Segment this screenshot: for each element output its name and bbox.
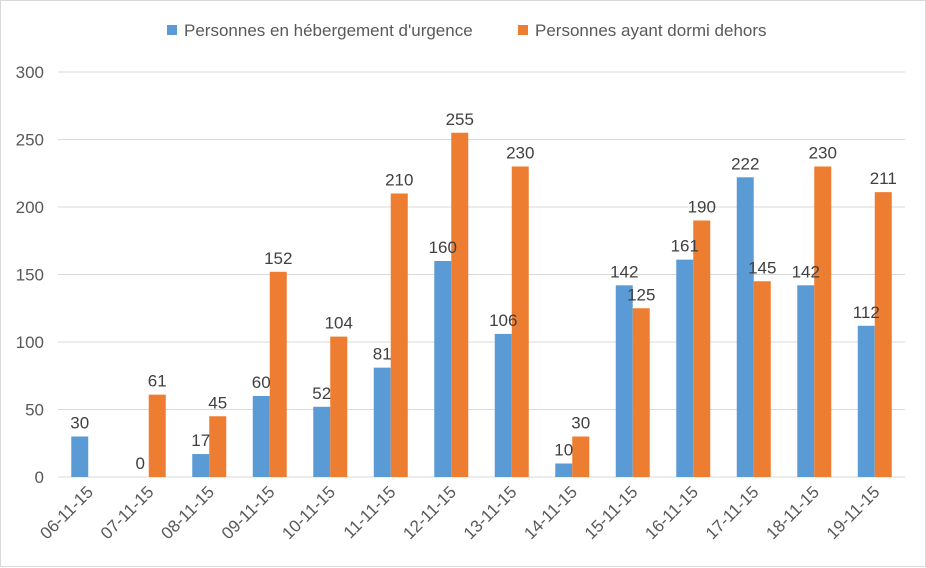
- x-tick-label: 14-11-15: [520, 482, 581, 543]
- y-tick-label: 200: [16, 198, 44, 217]
- data-label: 230: [506, 144, 534, 163]
- legend-label-hebergement: Personnes en hébergement d'urgence: [184, 21, 473, 40]
- legend: Personnes en hébergement d'urgence Perso…: [167, 21, 767, 40]
- bar: [192, 454, 210, 477]
- bar: [313, 406, 331, 477]
- data-label: 60: [252, 373, 271, 392]
- x-tick-label: 08-11-15: [157, 482, 218, 543]
- bar: [209, 416, 227, 477]
- bar: [494, 333, 512, 477]
- bar: [148, 394, 166, 477]
- data-label: 230: [809, 144, 837, 163]
- x-tick-label: 11-11-15: [340, 482, 400, 542]
- y-tick-label: 150: [16, 266, 44, 285]
- data-label: 30: [70, 414, 89, 433]
- data-label: 142: [610, 262, 638, 281]
- bar: [736, 177, 754, 478]
- data-label: 45: [208, 393, 227, 412]
- bar: [269, 271, 287, 477]
- y-tick-label: 100: [16, 333, 44, 352]
- bar: [857, 325, 875, 477]
- y-tick-label: 300: [16, 63, 44, 82]
- y-tick-label: 0: [35, 468, 44, 487]
- x-tick-label: 17-11-15: [702, 482, 763, 543]
- data-label: 0: [136, 454, 145, 473]
- x-tick-label: 09-11-15: [218, 482, 279, 543]
- legend-swatch-dehors: [518, 25, 528, 35]
- data-label: 210: [385, 171, 413, 190]
- x-tick-label: 16-11-15: [641, 482, 702, 543]
- bar: [693, 220, 711, 477]
- x-tick-label: 07-11-15: [97, 482, 158, 543]
- bar: [797, 285, 815, 477]
- bar: [632, 308, 650, 477]
- y-tick-label: 250: [16, 131, 44, 150]
- data-label: 211: [870, 169, 897, 188]
- data-label: 104: [325, 314, 353, 333]
- data-label: 190: [688, 198, 716, 217]
- data-label: 52: [312, 384, 331, 403]
- data-label: 255: [446, 110, 474, 129]
- bar: [71, 436, 89, 477]
- bar: [874, 192, 892, 477]
- data-label: 112: [853, 303, 880, 322]
- bar: [814, 166, 832, 477]
- bar: [511, 166, 529, 477]
- data-label: 17: [191, 431, 210, 450]
- x-tick-label: 15-11-15: [581, 482, 642, 543]
- bar: [252, 396, 270, 477]
- data-label: 106: [489, 311, 517, 330]
- data-label: 145: [748, 258, 776, 277]
- data-label: 161: [671, 237, 699, 256]
- data-label: 81: [373, 345, 392, 364]
- data-label: 61: [148, 372, 167, 391]
- legend-swatch-hebergement: [167, 25, 177, 35]
- data-label: 10: [554, 441, 573, 460]
- bar: [676, 259, 694, 477]
- bar: [330, 336, 348, 477]
- gridlines: [58, 71, 905, 478]
- x-tick-label: 13-11-15: [460, 482, 521, 543]
- bar: [451, 132, 469, 477]
- bar: [572, 436, 590, 477]
- data-labels: 30 0 61 17 45 60 152 52 104 81 210 160 255 106 230 10 30…: [70, 110, 897, 473]
- legend-label-dehors: Personnes ayant dormi dehors: [535, 21, 767, 40]
- bar: [615, 285, 633, 477]
- data-label: 152: [264, 249, 292, 268]
- data-label: 160: [429, 238, 457, 257]
- data-label: 125: [627, 285, 655, 304]
- x-tick-label: 12-11-15: [399, 482, 460, 543]
- y-tick-label: 50: [25, 401, 44, 420]
- bar: [373, 367, 391, 477]
- x-tick-label: 06-11-15: [36, 482, 97, 543]
- bar: [753, 281, 771, 477]
- x-tick-label: 19-11-15: [823, 482, 884, 543]
- data-label: 142: [792, 262, 820, 281]
- bar: [555, 463, 573, 477]
- x-axis: 06-11-15 07-11-15 08-11-15 09-11-15 10-11-15…: [36, 482, 883, 543]
- x-tick-label: 18-11-15: [762, 482, 823, 543]
- y-axis: 0 50 100 150 200 250 300: [16, 63, 44, 487]
- bar: [390, 193, 408, 477]
- bars: [71, 132, 892, 478]
- bar: [434, 261, 452, 477]
- data-label: 30: [571, 414, 590, 433]
- data-label: 222: [731, 154, 759, 173]
- x-tick-label: 10-11-15: [278, 482, 339, 543]
